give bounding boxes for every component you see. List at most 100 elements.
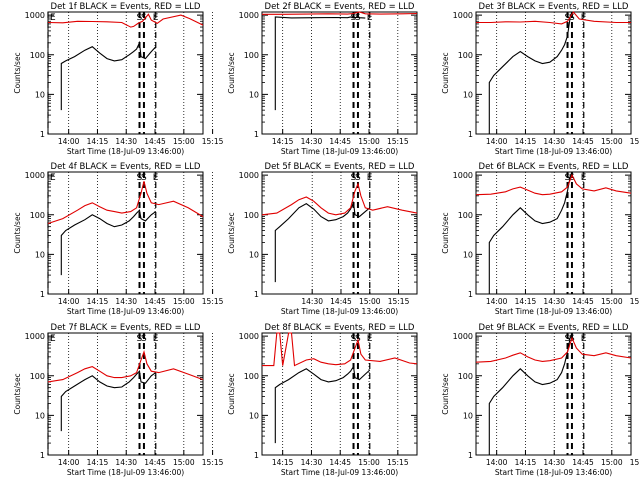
event-marker-label: E [50, 173, 56, 183]
y-tick-label: 10 [463, 250, 473, 259]
event-marker-label: S [565, 173, 571, 183]
event-marker-label: S [137, 13, 143, 23]
y-axis-label: Counts/sec [13, 373, 22, 414]
y-axis-label: Counts/sec [441, 212, 450, 253]
panel-5: Det 5f BLACK = Events, RED = LLD 1 10 100 10… [227, 162, 418, 316]
event-marker-label: E [153, 13, 159, 23]
x-tick-label: 14:00 [58, 137, 80, 146]
x-tick-label: 14:45 [572, 137, 594, 146]
panel-8: Det 8f BLACK = Events, RED = LLD 1 10 100 10… [227, 323, 418, 477]
x-tick-label: 15:00 [359, 297, 381, 306]
y-tick-label: 10 [35, 250, 45, 259]
event-marker-label: S [565, 13, 571, 23]
y-tick-label: 1000 [239, 171, 259, 180]
lld-series-line [47, 13, 204, 28]
x-axis-label: Start Time (18-Jul-09 13:46:00) [495, 147, 612, 156]
y-tick-label: 1000 [239, 11, 259, 20]
y-tick-label: 1 [254, 130, 259, 139]
event-marker-label: S [569, 13, 575, 23]
x-tick-label: 14:45 [144, 297, 166, 306]
events-series-line [60, 40, 157, 111]
plot-frame [261, 11, 418, 135]
x-tick-label: 14:00 [58, 297, 80, 306]
x-axis-label: Start Time (18-Jul-09 13:46:00) [281, 307, 398, 316]
lld-series-line [261, 182, 418, 216]
event-marker-label: E [50, 334, 56, 344]
events-series-line [488, 335, 572, 455]
event-marker-label: S [141, 173, 147, 183]
panel-title: Det 9f BLACK = Events, RED = LLD [479, 323, 629, 333]
panel-title: Det 6f BLACK = Events, RED = LLD [479, 162, 629, 172]
x-tick-label: 14:30 [115, 458, 137, 467]
y-tick-label: 1 [40, 130, 45, 139]
x-axis-label: Start Time (18-Jul-09 13:46:00) [67, 307, 184, 316]
y-tick-label: 1 [40, 290, 45, 299]
events-series-line [60, 370, 157, 432]
x-tick-label: 14:30 [301, 297, 323, 306]
event-marker-label: E [581, 13, 587, 23]
x-tick-label: 14:45 [572, 297, 594, 306]
y-tick-label: 1 [468, 451, 473, 460]
x-tick-label: 14:30 [301, 137, 323, 146]
y-tick-label: 1000 [25, 11, 45, 20]
panel-title: Det 5f BLACK = Events, RED = LLD [265, 162, 415, 172]
event-marker-label: S [141, 13, 147, 23]
y-tick-label: 10 [249, 411, 259, 420]
lld-series-line [262, 332, 418, 367]
x-tick-label: 14:15 [272, 458, 294, 467]
panel-title: Det 7f BLACK = Events, RED = LLD [51, 323, 201, 333]
x-tick-label: 15:00 [173, 458, 195, 467]
x-tick-label: 14:15 [515, 297, 537, 306]
lld-series-line [476, 11, 631, 25]
y-tick-label: 10 [249, 250, 259, 259]
x-tick-label: 15:15 [388, 297, 410, 306]
y-tick-label: 10 [463, 411, 473, 420]
panel-7: Det 7f BLACK = Events, RED = LLD 1 10 100 10… [13, 323, 224, 477]
events-series-line [274, 365, 371, 444]
y-tick-label: 100 [458, 211, 473, 220]
event-marker-label: E [367, 13, 373, 23]
panel-3: Det 3f BLACK = Events, RED = LLD 1 10 100 10… [441, 2, 640, 156]
event-marker-label: E [367, 173, 373, 183]
plot-frame [47, 11, 204, 135]
y-tick-label: 10 [463, 90, 473, 99]
y-tick-label: 100 [458, 372, 473, 381]
event-marker-label: S [569, 173, 575, 183]
x-axis-label: Start Time (18-Jul-09 13:46:00) [67, 147, 184, 156]
panel-title: Det 1f BLACK = Events, RED = LLD [51, 2, 201, 12]
y-axis-label: Counts/sec [227, 212, 236, 253]
x-tick-label: 15:00 [358, 458, 380, 467]
y-tick-label: 1000 [453, 332, 473, 341]
event-marker-label: E [153, 173, 159, 183]
y-axis-label: Counts/sec [227, 373, 236, 414]
event-marker-label: E [367, 334, 373, 344]
event-marker-label: S [141, 334, 147, 344]
x-tick-label: 14:00 [486, 297, 508, 306]
lld-series-line [475, 173, 632, 196]
x-tick-label: 14:30 [543, 458, 565, 467]
y-axis-label: Counts/sec [441, 52, 450, 93]
y-tick-label: 10 [35, 411, 45, 420]
events-series-line [60, 209, 157, 276]
y-tick-label: 1000 [453, 11, 473, 20]
event-marker-label: E [50, 13, 56, 23]
x-tick-label: 14:15 [272, 137, 294, 146]
events-series-line [488, 174, 572, 294]
x-tick-label: 15:15 [387, 458, 409, 467]
event-marker-label: S [351, 334, 357, 344]
y-tick-label: 1000 [239, 332, 259, 341]
events-series-line [488, 15, 572, 134]
x-axis-label: Start Time (18-Jul-09 13:46:00) [495, 307, 612, 316]
y-tick-label: 1 [468, 130, 473, 139]
x-tick-label: 14:30 [543, 297, 565, 306]
plot-frame [261, 171, 418, 295]
y-tick-label: 10 [35, 90, 45, 99]
y-tick-label: 100 [244, 372, 259, 381]
events-series-line [274, 200, 371, 283]
event-marker-label: E [581, 173, 587, 183]
x-tick-label: 15:15 [202, 458, 224, 467]
y-tick-label: 1 [468, 290, 473, 299]
x-tick-label: 14:00 [486, 458, 508, 467]
x-tick-label: 14:45 [144, 137, 166, 146]
x-tick-label: 14:00 [58, 458, 80, 467]
